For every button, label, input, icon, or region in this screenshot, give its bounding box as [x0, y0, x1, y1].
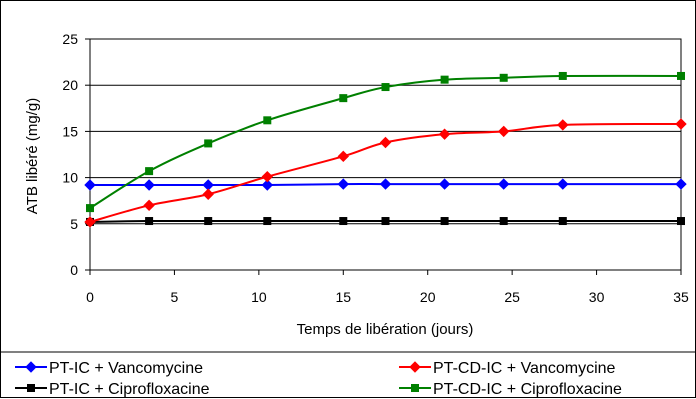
series-line	[89, 219, 681, 223]
data-point	[339, 94, 348, 103]
data-point	[263, 116, 272, 125]
data-point	[261, 179, 274, 191]
data-point	[143, 179, 155, 191]
data-point	[440, 75, 449, 84]
x-axis-title: Temps de libération (jours)	[297, 321, 474, 338]
data-point	[497, 178, 510, 190]
series-2	[84, 118, 687, 228]
data-point	[86, 204, 94, 213]
x-tick-label: 25	[504, 289, 520, 305]
series-0	[84, 178, 687, 191]
legend: PT-IC + Vancomycine PT-IC + Ciprofloxacin…	[15, 360, 622, 398]
x-tick-label: 15	[335, 289, 351, 305]
y-axis-ticks: 0 5 10 15 20 25	[62, 31, 90, 278]
x-tick-label: 0	[86, 289, 94, 305]
data-point	[558, 71, 567, 80]
data-point	[204, 139, 213, 148]
legend-label: PT-CD-IC + Vancomycine	[433, 360, 616, 377]
y-tick-label: 5	[70, 216, 78, 232]
data-point	[438, 178, 451, 190]
series-3	[86, 71, 685, 213]
y-tick-label: 15	[62, 123, 78, 139]
data-point	[497, 125, 510, 138]
data-point	[558, 217, 567, 226]
legend-marker	[409, 361, 421, 373]
series-group	[84, 71, 687, 228]
data-point	[379, 178, 392, 190]
y-tick-label: 10	[62, 170, 78, 186]
data-point	[143, 199, 155, 212]
series-line	[89, 123, 682, 223]
series-line	[90, 183, 681, 187]
data-point	[675, 118, 687, 130]
data-point	[675, 178, 687, 190]
x-tick-label: 30	[589, 289, 605, 305]
data-point	[557, 178, 569, 190]
data-point	[84, 179, 96, 191]
x-axis-ticks: 0 5 10 15 20 25 30 35	[86, 270, 689, 305]
series-line	[89, 74, 682, 209]
data-point	[337, 150, 349, 163]
data-point	[261, 170, 274, 183]
legend-marker	[25, 361, 37, 373]
data-point	[440, 217, 449, 226]
data-point	[339, 217, 348, 226]
y-tick-label: 25	[62, 31, 78, 47]
legend-label: PT-IC + Ciprofloxacine	[49, 381, 210, 398]
data-point	[499, 73, 508, 82]
data-point	[499, 217, 508, 226]
x-tick-label: 20	[420, 289, 436, 305]
data-point	[337, 178, 349, 190]
y-axis-title: ATB libéré (mg/g)	[24, 98, 41, 214]
data-point	[263, 217, 272, 226]
data-point	[145, 167, 154, 176]
x-tick-label: 10	[251, 289, 267, 305]
x-tick-label: 5	[171, 289, 179, 305]
y-tick-label: 20	[62, 77, 78, 93]
x-tick-label: 35	[673, 289, 689, 305]
data-point	[438, 128, 451, 140]
data-point	[202, 188, 214, 200]
data-point	[379, 136, 392, 149]
data-point	[381, 217, 390, 226]
data-point	[557, 119, 569, 131]
data-point	[84, 216, 96, 228]
data-point	[677, 217, 685, 226]
data-point	[381, 83, 390, 92]
data-point	[677, 71, 685, 80]
y-tick-label: 0	[70, 262, 78, 278]
legend-label: PT-IC + Vancomycine	[49, 360, 203, 377]
legend-label: PT-CD-IC + Ciprofloxacine	[433, 381, 622, 398]
legend-marker	[411, 384, 419, 392]
legend-marker	[27, 384, 35, 392]
data-point	[204, 217, 213, 226]
plot-area	[89, 38, 682, 271]
data-point	[145, 217, 154, 226]
